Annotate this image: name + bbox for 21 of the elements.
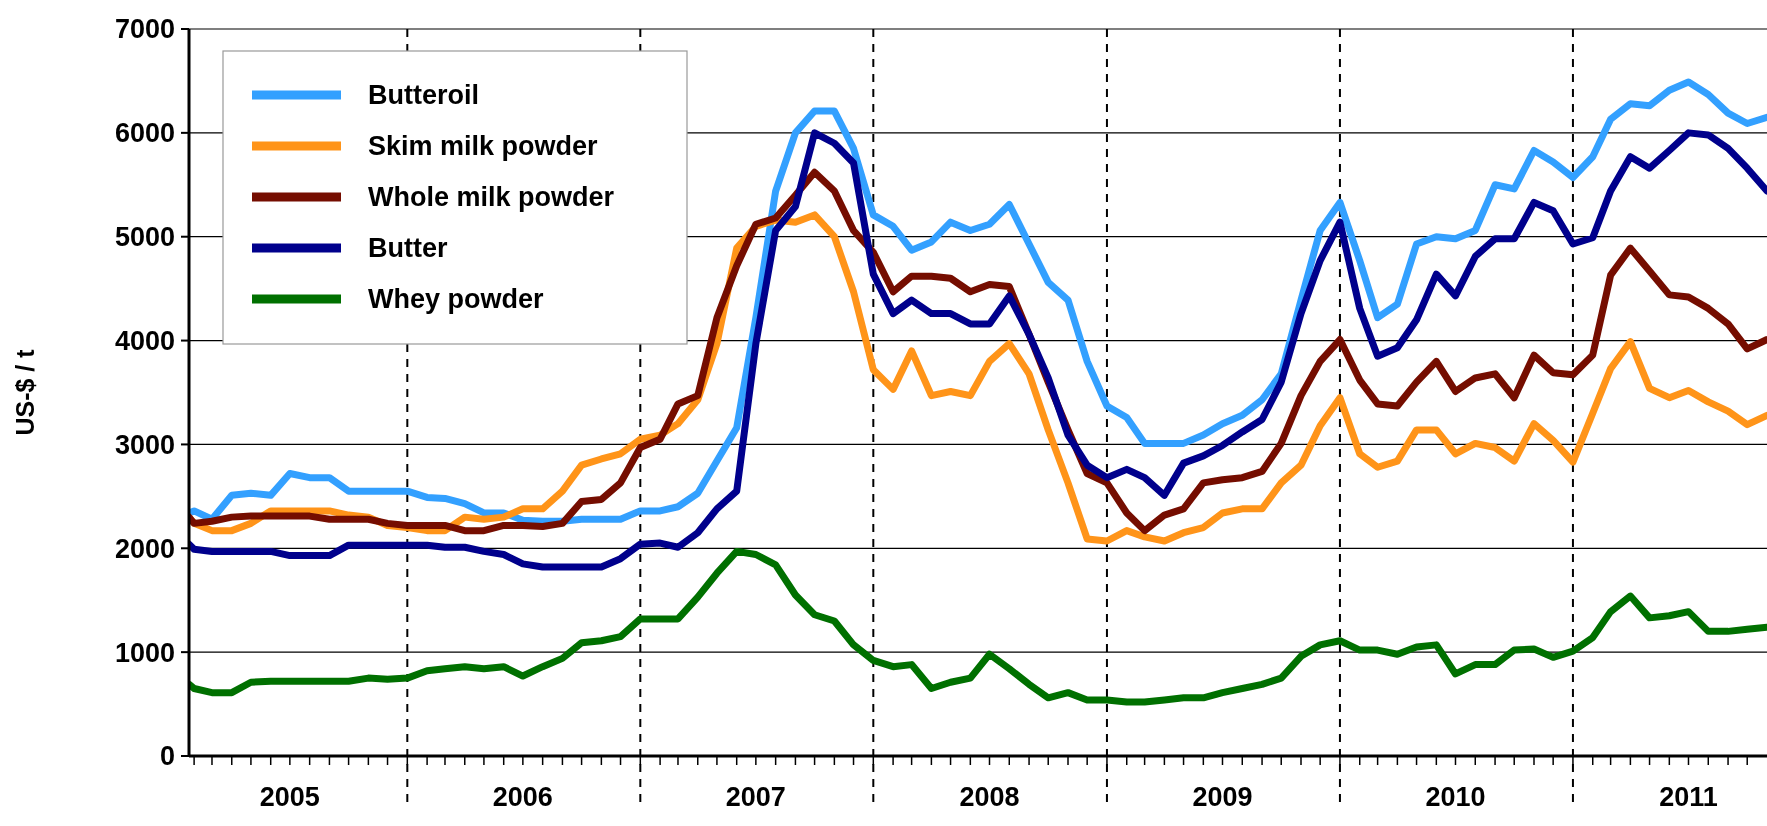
y-tick-label: 6000 xyxy=(114,118,175,149)
legend-label: Skim milk powder xyxy=(368,131,599,162)
y-tick-label: 3000 xyxy=(114,429,175,460)
y-tick-label: 7000 xyxy=(114,14,175,45)
y-tick-label: 4000 xyxy=(114,326,175,357)
legend-label: Butteroil xyxy=(368,80,479,111)
y-tick-label: 5000 xyxy=(114,222,175,253)
x-tick-label: 2007 xyxy=(725,782,786,812)
legend-label: Butter xyxy=(368,233,448,264)
legend-label: Whey powder xyxy=(368,284,545,315)
x-tick-label: 2008 xyxy=(959,782,1020,812)
y-tick-label: 0 xyxy=(159,741,175,772)
y-tick-label: 1000 xyxy=(114,637,175,668)
x-tick-label: 2011 xyxy=(1659,782,1718,812)
x-tick-label: 2005 xyxy=(259,782,320,812)
legend-label: Whole milk powder xyxy=(368,182,615,213)
x-tick-label: 2010 xyxy=(1425,782,1486,812)
y-tick-label: 2000 xyxy=(114,533,175,564)
x-tick-label: 2006 xyxy=(492,782,553,812)
x-tick-label: 2009 xyxy=(1192,782,1253,812)
y-axis-title: US-$ / t xyxy=(11,348,39,436)
